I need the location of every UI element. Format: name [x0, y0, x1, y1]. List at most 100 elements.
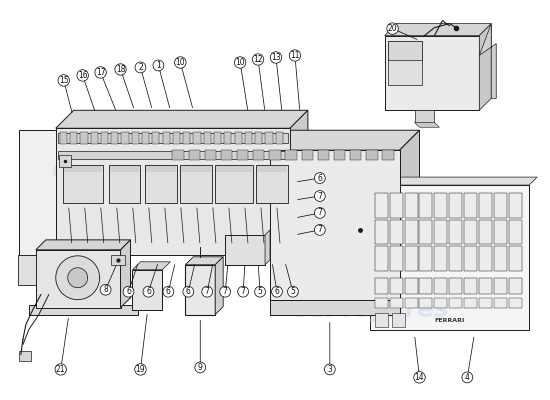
Bar	[415, 110, 434, 122]
Bar	[389, 246, 403, 271]
Bar	[420, 220, 432, 244]
Bar	[266, 132, 273, 144]
Polygon shape	[19, 130, 66, 255]
Bar	[494, 246, 507, 271]
Text: 4: 4	[465, 373, 470, 382]
Bar	[494, 193, 507, 218]
Bar	[509, 246, 522, 271]
Polygon shape	[270, 280, 420, 300]
Bar	[163, 132, 170, 144]
Bar	[172, 150, 184, 160]
Bar	[182, 166, 211, 172]
Bar	[479, 220, 492, 244]
Bar	[18, 255, 36, 285]
Polygon shape	[56, 110, 308, 128]
Bar	[389, 193, 403, 218]
Bar	[256, 165, 288, 203]
Polygon shape	[384, 24, 491, 36]
Text: 5: 5	[290, 287, 295, 296]
Polygon shape	[384, 36, 479, 110]
Bar	[375, 246, 388, 271]
Bar	[434, 220, 447, 244]
Bar	[405, 246, 417, 271]
Bar	[375, 193, 388, 218]
Polygon shape	[56, 256, 100, 300]
Text: 21: 21	[56, 365, 65, 374]
Bar	[237, 150, 248, 160]
Bar	[64, 166, 102, 172]
Bar	[133, 270, 162, 310]
Polygon shape	[415, 122, 439, 127]
Bar	[434, 278, 447, 294]
Polygon shape	[56, 128, 290, 255]
Bar	[509, 220, 522, 244]
Bar	[221, 150, 232, 160]
Bar	[375, 298, 388, 308]
Text: 13: 13	[271, 53, 281, 62]
Bar	[464, 193, 477, 218]
Text: 7: 7	[241, 287, 245, 296]
Bar	[142, 132, 149, 144]
Bar	[449, 278, 463, 294]
Bar	[58, 151, 288, 159]
Bar	[19, 352, 31, 362]
Polygon shape	[399, 130, 420, 300]
Bar	[405, 220, 417, 244]
Polygon shape	[265, 230, 270, 265]
Polygon shape	[399, 280, 420, 315]
Bar	[434, 246, 447, 271]
Bar	[301, 150, 313, 160]
Text: 9: 9	[198, 363, 203, 372]
Text: 1: 1	[156, 61, 161, 70]
Polygon shape	[370, 185, 529, 330]
Text: 7: 7	[317, 225, 322, 234]
Bar	[122, 132, 129, 144]
Bar	[109, 166, 140, 172]
Text: 17: 17	[96, 68, 106, 77]
Polygon shape	[185, 257, 223, 265]
Bar	[449, 193, 463, 218]
Bar	[318, 150, 329, 160]
Polygon shape	[68, 268, 87, 288]
Text: 7: 7	[205, 287, 210, 296]
Bar	[276, 132, 283, 144]
Bar	[60, 132, 67, 144]
Bar	[59, 155, 71, 167]
Bar	[405, 193, 417, 218]
Bar	[375, 313, 388, 326]
Polygon shape	[370, 177, 537, 185]
Bar	[509, 298, 522, 308]
Bar	[449, 298, 463, 308]
Bar	[434, 298, 447, 308]
Text: 10: 10	[235, 58, 245, 67]
Bar	[494, 220, 507, 244]
Text: 2: 2	[138, 63, 143, 72]
Text: 7: 7	[317, 192, 322, 200]
Bar	[464, 298, 477, 308]
Bar	[494, 278, 507, 294]
Text: 6: 6	[146, 287, 151, 296]
Bar	[255, 132, 262, 144]
Bar	[479, 246, 492, 271]
Bar	[405, 278, 417, 294]
Bar	[420, 246, 432, 271]
Bar	[479, 193, 492, 218]
Bar	[405, 298, 417, 308]
Text: 18: 18	[116, 65, 125, 74]
Polygon shape	[270, 130, 420, 150]
Bar	[108, 165, 140, 203]
Bar	[189, 150, 200, 160]
Bar	[375, 278, 388, 294]
Bar	[388, 40, 422, 60]
Bar	[91, 132, 98, 144]
Bar	[101, 132, 108, 144]
Bar	[70, 132, 77, 144]
Text: 7: 7	[317, 208, 322, 218]
Bar	[145, 165, 177, 203]
Bar	[420, 298, 432, 308]
Bar	[204, 132, 211, 144]
Bar	[509, 193, 522, 218]
Text: 7: 7	[223, 287, 228, 296]
Text: 14: 14	[415, 373, 424, 382]
Bar	[388, 40, 422, 85]
